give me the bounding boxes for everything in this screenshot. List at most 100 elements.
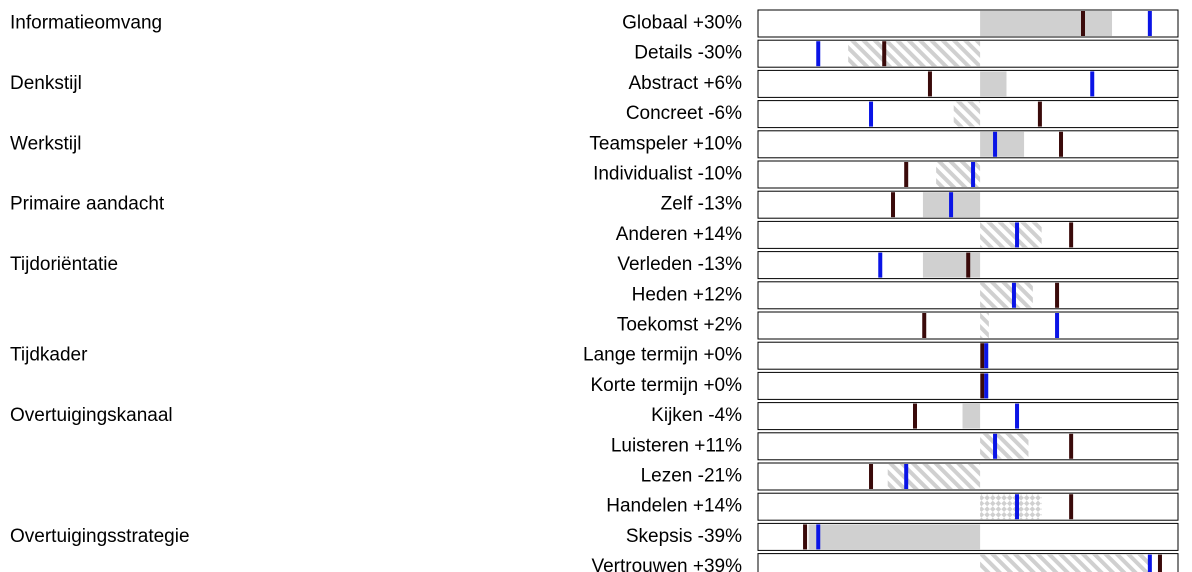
category: Heden — [632, 284, 688, 305]
row-label: Toekomst +2% — [617, 315, 742, 336]
row-box — [757, 311, 1179, 340]
bar — [980, 554, 1152, 572]
value-label: +30% — [693, 13, 742, 34]
category: Anderen — [616, 224, 688, 245]
bar — [980, 11, 1113, 36]
marker — [1069, 433, 1074, 459]
category: Details — [634, 43, 692, 64]
category: Handelen — [606, 496, 687, 517]
row-label: Anderen +14% — [616, 224, 742, 245]
marker — [1015, 403, 1020, 429]
bar — [980, 131, 1025, 157]
row-box — [757, 9, 1179, 38]
row-box — [757, 492, 1179, 521]
marker — [1059, 131, 1064, 157]
row-box — [757, 220, 1179, 249]
row-label: Skepsis -39% — [626, 526, 742, 547]
row-label: Lezen -21% — [641, 466, 743, 487]
category: Verleden — [617, 254, 692, 275]
bar — [980, 222, 1042, 248]
marker — [927, 71, 932, 97]
marker — [1055, 282, 1060, 308]
marker — [1069, 494, 1074, 520]
row-box — [757, 130, 1179, 159]
group-label: Denkstijl — [10, 73, 82, 94]
marker — [993, 131, 998, 157]
category: Zelf — [661, 194, 693, 215]
marker — [984, 343, 989, 369]
marker — [869, 101, 874, 127]
bar — [848, 41, 981, 67]
row-label: Korte termijn +0% — [590, 375, 742, 396]
marker — [993, 433, 998, 459]
row-box — [757, 281, 1179, 310]
marker — [1015, 494, 1020, 520]
bar — [980, 433, 1029, 459]
marker — [1090, 71, 1095, 97]
group-label: Primaire aandacht — [10, 194, 165, 215]
value-label: +39% — [693, 556, 742, 572]
group-label: Werkstijl — [10, 133, 81, 154]
marker — [1037, 101, 1042, 127]
row-label: Luisteren +11% — [611, 435, 742, 456]
marker — [971, 162, 976, 187]
value-label: +11% — [694, 435, 742, 456]
value-label: +0% — [703, 345, 742, 366]
value-label: -10% — [698, 164, 742, 185]
marker — [904, 464, 909, 489]
row-box — [757, 432, 1179, 461]
category: Toekomst — [617, 315, 699, 336]
marker — [980, 343, 985, 369]
group-label: Overtuigingskanaal — [10, 405, 173, 426]
bar — [980, 282, 1033, 308]
marker — [891, 192, 896, 218]
marker — [904, 162, 909, 187]
category: Teamspeler — [589, 133, 688, 154]
bar — [980, 71, 1007, 97]
marker — [1011, 282, 1016, 308]
marker — [816, 41, 821, 67]
value-label: +2% — [703, 315, 742, 336]
row-label: Heden +12% — [632, 284, 743, 305]
row-label: Vertrouwen +39% — [591, 556, 742, 572]
bar — [887, 464, 981, 489]
marker — [803, 524, 808, 550]
group-label: Tijdoriëntatie — [10, 254, 118, 275]
marker — [878, 252, 883, 278]
row-label: Globaal +30% — [622, 13, 742, 34]
row-label: Details -30% — [634, 43, 742, 64]
bar — [953, 101, 981, 127]
value-label: +14% — [693, 224, 742, 245]
value-label: -6% — [708, 103, 742, 124]
value-label: -13% — [698, 254, 742, 275]
category: Abstract — [628, 73, 698, 94]
row-box — [757, 371, 1179, 400]
category: Globaal — [622, 13, 688, 34]
row-label: Lange termijn +0% — [583, 345, 742, 366]
marker — [882, 41, 887, 67]
category: Skepsis — [626, 526, 693, 547]
bar — [980, 313, 989, 338]
row-box — [757, 69, 1179, 98]
bar — [980, 494, 1042, 520]
marker — [1081, 11, 1086, 36]
value-label: +6% — [703, 73, 742, 94]
category: Concreet — [626, 103, 704, 124]
row-label: Kijken -4% — [651, 405, 742, 426]
bar — [962, 403, 981, 429]
marker — [1015, 222, 1020, 248]
value-label: +14% — [693, 496, 742, 517]
group-label: Informatieomvang — [10, 13, 162, 34]
value-label: +0% — [703, 375, 742, 396]
marker — [1069, 222, 1074, 248]
category: Lezen — [641, 466, 693, 487]
marker — [984, 373, 989, 399]
row-label: Verleden -13% — [617, 254, 742, 275]
marker — [1147, 554, 1152, 572]
value-label: -13% — [698, 194, 742, 215]
category: Kijken — [651, 405, 703, 426]
marker — [1147, 11, 1152, 36]
group-label: Overtuigingsstrategie — [10, 526, 190, 547]
value-label: -21% — [698, 466, 742, 487]
